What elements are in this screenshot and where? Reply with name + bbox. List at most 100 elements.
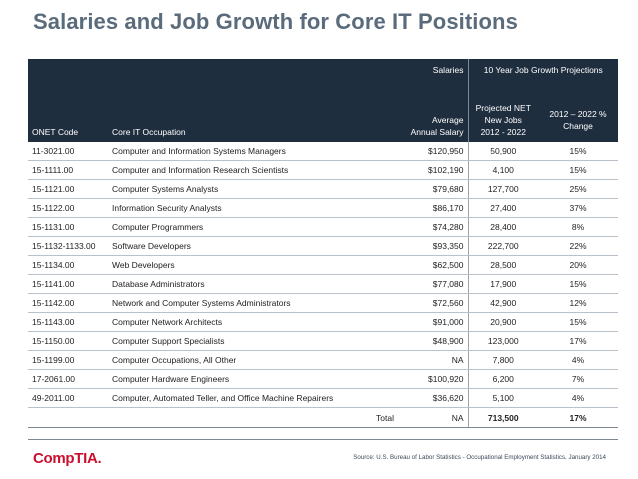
- table-row: 15-1132-1133.00 Software Developers $93,35…: [28, 236, 619, 256]
- cell-code: 15-1199.00: [28, 350, 108, 370]
- cell-code: 15-1143.00: [28, 312, 108, 332]
- cell-change: 20%: [538, 255, 619, 275]
- cell-salary: $72,560: [398, 293, 468, 313]
- cell-occupation: Computer Programmers: [108, 217, 398, 237]
- cell-occupation: Web Developers: [108, 255, 398, 275]
- col-header-code: ONET Code: [28, 80, 108, 142]
- cell-code: 15-1142.00: [28, 293, 108, 313]
- cell-salary: $120,950: [398, 142, 468, 161]
- cell-jobs: 5,100: [467, 388, 538, 408]
- cell-code: 15-1111.00: [28, 160, 108, 180]
- table-row: 15-1134.00 Web Developers $62,500 28,500 20%: [28, 255, 619, 275]
- table-row: 11-3021.00 Computer and Information Syste…: [28, 142, 619, 161]
- cell-change: 17%: [538, 331, 619, 351]
- comptia-logo: CompTIA.: [33, 450, 102, 467]
- cell-occupation: Computer Hardware Engineers: [108, 369, 398, 389]
- source-note: Source: U.S. Bureau of Labor Statistics …: [353, 454, 606, 461]
- cell-jobs: 27,400: [467, 198, 538, 218]
- cell-change: 8%: [538, 217, 619, 237]
- salary-table: Salaries 10 Year Job Growth Projections …: [28, 59, 619, 428]
- cell-jobs: 17,900: [467, 274, 538, 294]
- cell-salary: NA: [398, 350, 468, 370]
- cell-code: 15-1134.00: [28, 255, 108, 275]
- total-row: Total NA 713,500 17%: [28, 407, 619, 428]
- table-row: 15-1111.00 Computer and Information Resea…: [28, 160, 619, 180]
- cell-salary: $77,080: [398, 274, 468, 294]
- table-row: 49-2011.00 Computer, Automated Teller, an…: [28, 388, 619, 408]
- cell-occupation: Network and Computer Systems Administrat…: [108, 293, 398, 313]
- cell-salary: $91,000: [398, 312, 468, 332]
- cell-change: 7%: [538, 369, 619, 389]
- col-header-jobs: Projected NET New Jobs 2012 - 2022: [467, 80, 538, 142]
- cell-salary: $86,170: [398, 198, 468, 218]
- cell-salary: $36,620: [398, 388, 468, 408]
- cell-salary: $100,920: [398, 369, 468, 389]
- cell-occupation: Computer Occupations, All Other: [108, 350, 398, 370]
- cell-change: 15%: [538, 274, 619, 294]
- cell-occupation: Information Security Analysts: [108, 198, 398, 218]
- cell-code: 15-1141.00: [28, 274, 108, 294]
- table-row: 15-1143.00 Computer Network Architects $91…: [28, 312, 619, 332]
- cell-jobs: 28,500: [467, 255, 538, 275]
- table-row: 15-1150.00 Computer Support Specialists $4…: [28, 331, 619, 351]
- cell-jobs: 4,100: [467, 160, 538, 180]
- page-title: Salaries and Job Growth for Core IT Posi…: [33, 9, 518, 34]
- cell-salary: $102,190: [398, 160, 468, 180]
- cell-jobs: 123,000: [467, 331, 538, 351]
- table-row: 15-1122.00 Information Security Analysts $…: [28, 198, 619, 218]
- total-change: 17%: [538, 407, 619, 428]
- header-blank: [28, 59, 398, 80]
- cell-change: 22%: [538, 236, 619, 256]
- cell-change: 4%: [538, 350, 619, 370]
- table-row: 15-1121.00 Computer Systems Analysts $79,6…: [28, 179, 619, 199]
- header-column-row: ONET Code Core IT Occupation Average Annu…: [28, 80, 619, 142]
- table-row: 15-1199.00 Computer Occupations, All Othe…: [28, 350, 619, 370]
- cell-change: 25%: [538, 179, 619, 199]
- footer-divider: [28, 439, 618, 440]
- table-row: 17-2061.00 Computer Hardware Engineers $10…: [28, 369, 619, 389]
- cell-code: 15-1131.00: [28, 217, 108, 237]
- table-row: 15-1142.00 Network and Computer Systems A…: [28, 293, 619, 313]
- cell-occupation: Computer Network Architects: [108, 312, 398, 332]
- cell-change: 15%: [538, 142, 619, 161]
- cell-change: 15%: [538, 312, 619, 332]
- cell-change: 12%: [538, 293, 619, 313]
- header-group-salaries: Salaries: [398, 59, 468, 80]
- col-header-salary: Average Annual Salary: [398, 80, 468, 142]
- cell-code: 11-3021.00: [28, 142, 108, 161]
- header-group-growth: 10 Year Job Growth Projections: [467, 59, 619, 80]
- cell-occupation: Computer, Automated Teller, and Office M…: [108, 388, 398, 408]
- cell-change: 37%: [538, 198, 619, 218]
- cell-jobs: 222,700: [467, 236, 538, 256]
- cell-jobs: 42,900: [467, 293, 538, 313]
- cell-occupation: Computer Support Specialists: [108, 331, 398, 351]
- cell-salary: $79,680: [398, 179, 468, 199]
- cell-change: 15%: [538, 160, 619, 180]
- table-row: 15-1131.00 Computer Programmers $74,280 28,…: [28, 217, 619, 237]
- col-header-change: 2012 – 2022 % Change: [538, 80, 619, 142]
- col-header-occupation: Core IT Occupation: [108, 80, 398, 142]
- total-jobs: 713,500: [467, 407, 538, 428]
- cell-code: 17-2061.00: [28, 369, 108, 389]
- cell-jobs: 6,200: [467, 369, 538, 389]
- cell-occupation: Computer Systems Analysts: [108, 179, 398, 199]
- header-group-row: Salaries 10 Year Job Growth Projections: [28, 59, 619, 80]
- cell-code: 15-1122.00: [28, 198, 108, 218]
- cell-salary: $74,280: [398, 217, 468, 237]
- cell-occupation: Database Administrators: [108, 274, 398, 294]
- cell-jobs: 7,800: [467, 350, 538, 370]
- cell-jobs: 127,700: [467, 179, 538, 199]
- table-row: 15-1141.00 Database Administrators $77,080…: [28, 274, 619, 294]
- cell-jobs: 28,400: [467, 217, 538, 237]
- total-salary: NA: [398, 407, 468, 428]
- cell-change: 4%: [538, 388, 619, 408]
- cell-jobs: 20,900: [467, 312, 538, 332]
- cell-code: 15-1132-1133.00: [28, 236, 108, 256]
- cell-occupation: Computer and Information Systems Manager…: [108, 142, 398, 161]
- cell-jobs: 50,900: [467, 142, 538, 161]
- cell-occupation: Software Developers: [108, 236, 398, 256]
- cell-code: 15-1121.00: [28, 179, 108, 199]
- total-label: Total: [108, 407, 398, 428]
- cell-salary: $48,900: [398, 331, 468, 351]
- cell-salary: $93,350: [398, 236, 468, 256]
